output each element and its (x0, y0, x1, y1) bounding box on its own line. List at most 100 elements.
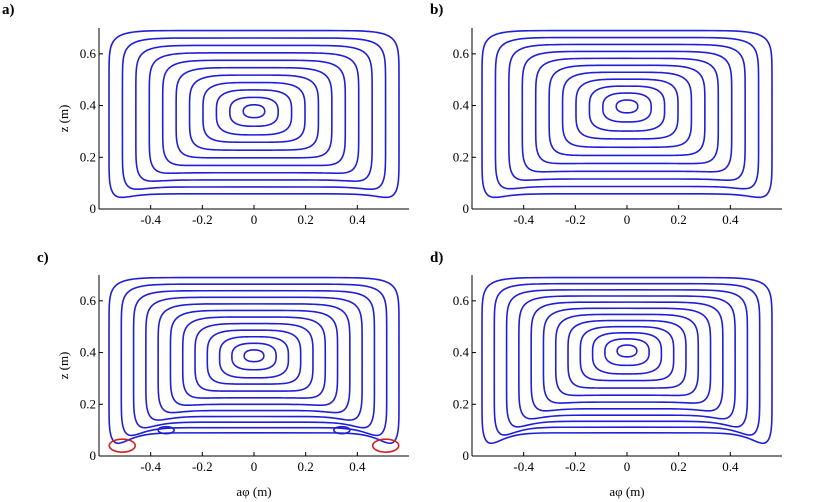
y-tick-label: 0.2 (80, 396, 96, 411)
y-tick-label: 0 (463, 201, 470, 216)
streamline-contour (616, 344, 638, 358)
streamline-contour (554, 313, 700, 397)
streamline-contour (588, 85, 666, 132)
panel-label-a: a) (2, 2, 15, 18)
streamline-contour (215, 89, 293, 136)
streamline-contour (243, 349, 265, 363)
streamline-contour (548, 64, 706, 157)
streamline-contour (561, 71, 693, 149)
streamline-contour (508, 43, 746, 182)
streamline-contour (575, 78, 679, 140)
y-tick-label: 0.6 (453, 293, 470, 308)
x-axis-label: aφ (m) (236, 484, 271, 499)
streamline-contour (604, 338, 650, 367)
streamline-contour (188, 74, 320, 151)
streamline-contour (181, 316, 327, 399)
y-tick-label: 0.4 (453, 98, 470, 113)
x-tick-label: 0 (624, 212, 631, 227)
x-tick-label: 0.2 (671, 459, 687, 474)
x-tick-label: 0.4 (722, 212, 739, 227)
plot-b: -0.4 -0.2 0 0.2 0.4 0 0.2 0.4 0.6 (453, 28, 782, 227)
streamline-contour (157, 303, 351, 414)
streamline-contour (530, 301, 724, 412)
y-tick-label: 0.4 (80, 345, 97, 360)
y-tick-label: 0.4 (453, 345, 470, 360)
streamline-contour (518, 295, 736, 420)
x-tick-label: 0.2 (671, 212, 687, 227)
secondary-vortex-contour (108, 438, 137, 453)
x-tick-label: 0.2 (298, 212, 314, 227)
x-axis-label: aφ (m) (609, 484, 644, 499)
panel-a: a) -0.4 -0.2 0 0.2 0.4 0 0.2 0.4 0.6 z (m) (2, 2, 409, 227)
x-tick-label: -0.4 (513, 212, 534, 227)
x-tick-label: 0.4 (349, 212, 366, 227)
streamline-contour (521, 50, 733, 173)
y-tick-label: 0 (463, 448, 470, 463)
panel-c: c) -0.4 -0.2 0 0.2 0.4 0 0.2 0.4 0.6 z (m) aφ (m) (37, 250, 409, 499)
small-vortex-contour (333, 425, 351, 435)
streamline-contour (161, 59, 347, 167)
streamline-contour (169, 309, 339, 407)
streamline-contour (132, 289, 376, 429)
x-tick-label: -0.2 (565, 212, 586, 227)
streamline-contour (175, 66, 333, 159)
streamline-contour (135, 44, 373, 182)
streamline-contour (206, 329, 302, 385)
streamline-contour (120, 283, 388, 437)
streamline-contour (494, 36, 760, 190)
plot-a: -0.4 -0.2 0 0.2 0.4 0 0.2 0.4 0.6 z (m) (56, 28, 409, 227)
streamline-contour (148, 52, 360, 175)
panel-label-b: b) (430, 2, 443, 18)
x-tick-label: 0.4 (722, 459, 739, 474)
y-tick-label: 0.2 (453, 149, 469, 164)
small-vortex-contour (157, 425, 175, 435)
y-tick-label: 0.6 (80, 293, 97, 308)
streamline-contour (121, 37, 387, 191)
streamline-contour (579, 325, 675, 382)
streamline-contour (602, 92, 652, 123)
streamline-contour (231, 342, 277, 371)
streamline-contour (481, 276, 773, 445)
panel-label-c: c) (37, 250, 49, 266)
y-tick-label: 0.4 (80, 98, 97, 113)
secondary-vortex-contour (371, 438, 400, 453)
y-axis-label: z (m) (56, 105, 71, 133)
streamline-contour (218, 335, 290, 379)
x-tick-label: -0.4 (513, 459, 534, 474)
x-tick-label: -0.2 (192, 212, 213, 227)
y-axis-label: z (m) (56, 352, 71, 380)
streamline-contour (194, 322, 314, 392)
x-tick-label: 0 (624, 459, 631, 474)
streamline-contour (229, 96, 279, 128)
x-tick-label: 0.2 (298, 459, 314, 474)
x-tick-label: 0.4 (349, 459, 366, 474)
y-tick-label: 0 (90, 201, 97, 216)
x-tick-label: -0.2 (192, 459, 213, 474)
streamline-contour (202, 81, 306, 144)
panel-b: b) -0.4 -0.2 0 0.2 0.4 0 0.2 0.4 0.6 (430, 2, 782, 227)
y-tick-label: 0.2 (453, 396, 469, 411)
streamline-contour (481, 29, 773, 199)
x-tick-label: 0 (251, 459, 258, 474)
y-tick-label: 0.6 (80, 46, 97, 61)
streamline-contour (567, 319, 687, 389)
streamline-contour (242, 104, 266, 119)
streamline-contour (108, 29, 400, 199)
streamline-contour (542, 307, 712, 404)
streamline-contour (145, 296, 363, 421)
streamline-contour (615, 99, 639, 114)
panel-d: d) -0.4 -0.2 0 0.2 0.4 0 0.2 0.4 0.6 aφ (m) (430, 250, 782, 499)
streamline-contour (591, 332, 663, 375)
panel-label-d: d) (430, 250, 443, 266)
plot-c: -0.4 -0.2 0 0.2 0.4 0 0.2 0.4 0.6 z (m) aφ (m) (56, 275, 409, 499)
x-tick-label: -0.4 (140, 212, 161, 227)
y-tick-label: 0 (90, 448, 97, 463)
streamline-contour (505, 289, 749, 428)
x-tick-label: 0 (251, 212, 258, 227)
streamline-contour (534, 57, 720, 165)
x-tick-label: -0.2 (565, 459, 586, 474)
y-tick-label: 0.2 (80, 149, 96, 164)
plot-d: -0.4 -0.2 0 0.2 0.4 0 0.2 0.4 0.6 aφ (m) (453, 275, 782, 499)
streamline-contour (493, 282, 761, 436)
